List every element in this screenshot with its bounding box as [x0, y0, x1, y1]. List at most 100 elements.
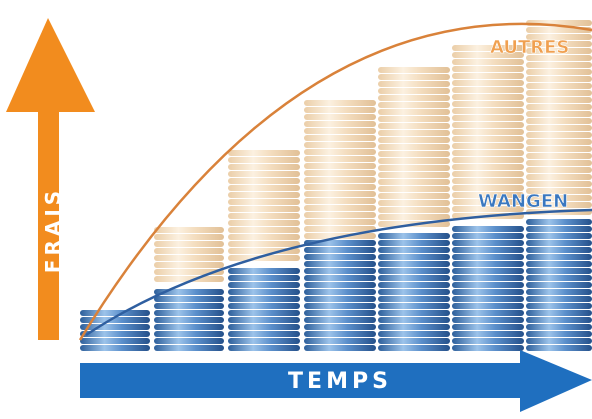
blue-coin: [228, 338, 300, 344]
beige-coin: [452, 115, 524, 121]
beige-coin: [526, 76, 592, 82]
beige-coin: [228, 192, 300, 198]
beige-coin: [228, 199, 300, 205]
beige-coin: [378, 193, 450, 199]
blue-coin: [378, 296, 450, 302]
blue-coin: [378, 338, 450, 344]
beige-coin: [378, 165, 450, 171]
beige-coin: [378, 109, 450, 115]
blue-coin: [452, 226, 524, 232]
beige-coin: [526, 41, 592, 47]
blue-coin: [378, 233, 450, 239]
blue-coin: [526, 240, 592, 246]
beige-coin: [452, 171, 524, 177]
beige-coin: [228, 171, 300, 177]
blue-coin: [228, 331, 300, 337]
blue-coin: [304, 345, 376, 351]
blue-coin: [228, 317, 300, 323]
blue-coin: [526, 303, 592, 309]
beige-coin: [304, 212, 376, 218]
beige-coin: [452, 136, 524, 142]
beige-coin: [452, 45, 524, 51]
beige-coin: [378, 81, 450, 87]
blue-coin: [526, 275, 592, 281]
lower-curve: [85, 208, 592, 337]
beige-coin: [304, 107, 376, 113]
blue-coin: [304, 268, 376, 274]
beige-coin: [452, 143, 524, 149]
beige-coin: [452, 206, 524, 212]
blue-coin: [452, 338, 524, 344]
blue-coin: [378, 303, 450, 309]
blue-coin: [304, 289, 376, 295]
blue-coin: [304, 324, 376, 330]
blue-coin: [304, 331, 376, 337]
beige-coin: [228, 220, 300, 226]
beige-coin: [304, 198, 376, 204]
blue-coin: [304, 310, 376, 316]
beige-coin: [154, 255, 224, 261]
beige-coin: [526, 90, 592, 96]
blue-coin: [452, 296, 524, 302]
beige-coin: [526, 132, 592, 138]
blue-coin: [304, 338, 376, 344]
x-axis-label: TEMPS: [288, 369, 392, 394]
blue-coin: [228, 310, 300, 316]
blue-coin: [526, 219, 592, 225]
blue-coin: [452, 254, 524, 260]
beige-coin: [452, 192, 524, 198]
blue-coin: [154, 324, 224, 330]
blue-coin: [378, 254, 450, 260]
blue-coin: [304, 261, 376, 267]
beige-coin: [452, 178, 524, 184]
blue-coin: [154, 303, 224, 309]
beige-coin: [378, 172, 450, 178]
beige-coin: [378, 151, 450, 157]
blue-coin: [452, 317, 524, 323]
beige-coin: [154, 241, 224, 247]
beige-coin: [526, 195, 592, 201]
beige-coin: [378, 179, 450, 185]
lower-curve-label: WANGEN: [478, 191, 568, 212]
beige-coin: [526, 181, 592, 187]
beige-coin: [228, 178, 300, 184]
beige-coin: [526, 62, 592, 68]
beige-coin: [526, 153, 592, 159]
blue-coin: [378, 247, 450, 253]
beige-coin: [526, 48, 592, 54]
beige-coin: [452, 73, 524, 79]
blue-coin: [526, 310, 592, 316]
blue-coin: [452, 289, 524, 295]
beige-coin: [526, 55, 592, 61]
blue-coin: [378, 268, 450, 274]
blue-coin: [378, 289, 450, 295]
blue-coin: [304, 317, 376, 323]
blue-coin: [304, 303, 376, 309]
beige-coin: [452, 87, 524, 93]
beige-coin: [228, 157, 300, 163]
blue-coin: [80, 317, 150, 323]
beige-coin: [154, 234, 224, 240]
beige-coin: [228, 227, 300, 233]
beige-coin: [304, 121, 376, 127]
beige-coin: [304, 177, 376, 183]
beige-coin: [228, 206, 300, 212]
beige-coin: [452, 80, 524, 86]
blue-coin: [228, 345, 300, 351]
blue-coin: [304, 296, 376, 302]
blue-coin: [378, 282, 450, 288]
beige-coin: [378, 144, 450, 150]
blue-coin: [452, 268, 524, 274]
beige-coin: [378, 137, 450, 143]
beige-coin: [304, 191, 376, 197]
blue-coin: [526, 254, 592, 260]
beige-coin: [526, 111, 592, 117]
beige-coin: [526, 202, 592, 208]
beige-coin: [378, 158, 450, 164]
blue-coin: [526, 338, 592, 344]
blue-coin: [526, 317, 592, 323]
blue-coin: [228, 289, 300, 295]
beige-coin: [452, 101, 524, 107]
upper-curve-label: AUTRES: [490, 37, 569, 58]
beige-coin: [378, 200, 450, 206]
